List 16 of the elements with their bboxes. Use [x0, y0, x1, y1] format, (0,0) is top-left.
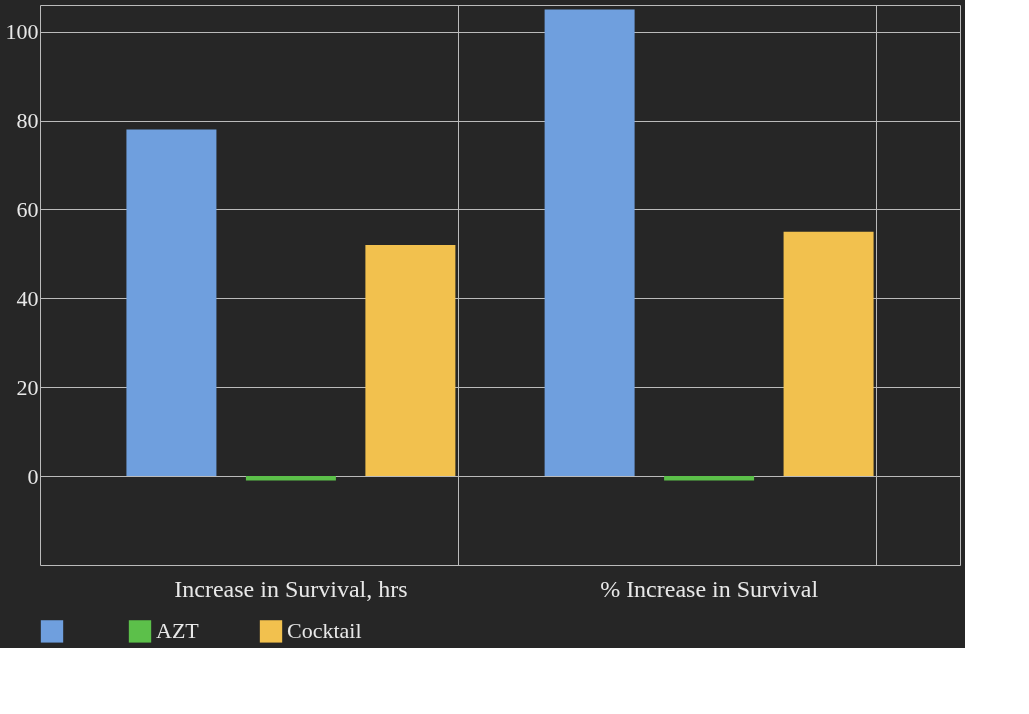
y-tick-label: 60 [16, 196, 39, 222]
bar [245, 476, 336, 481]
y-tick-label: 100 [5, 19, 39, 45]
bar [664, 476, 755, 481]
bar [126, 129, 217, 477]
bar [544, 9, 635, 477]
x-tick-label: % Increase in Survival [600, 575, 819, 602]
y-tick-label: 40 [16, 285, 39, 311]
legend-label: Cocktail [287, 618, 362, 644]
y-tick-label: 0 [27, 463, 39, 489]
bar [365, 245, 456, 477]
y-tick-label: 80 [16, 108, 39, 134]
bar [783, 231, 874, 477]
y-tick-label: 20 [16, 374, 39, 400]
x-tick-label: Increase in Survival, hrs [174, 575, 408, 602]
legend-label: AZT [156, 618, 200, 644]
